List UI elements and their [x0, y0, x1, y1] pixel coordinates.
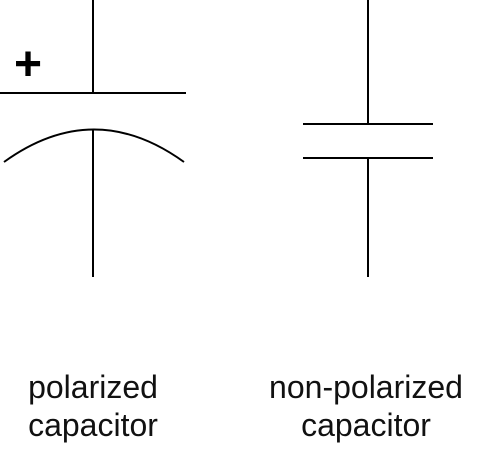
non-polarized-label-line1: non-polarized [269, 369, 463, 405]
non-polarized-label-line2: capacitor [301, 407, 431, 443]
polarized-capacitor-symbol [0, 0, 186, 277]
polarized-label-line2: capacitor [28, 407, 158, 443]
polarized-label-line1: polarized [28, 369, 158, 405]
non-polarized-capacitor-label: non-polarized capacitor [248, 368, 483, 444]
polarized-capacitor-label: polarized capacitor [0, 368, 186, 444]
non-polarized-capacitor-symbol [303, 0, 433, 277]
plus-sign: + [14, 38, 42, 91]
